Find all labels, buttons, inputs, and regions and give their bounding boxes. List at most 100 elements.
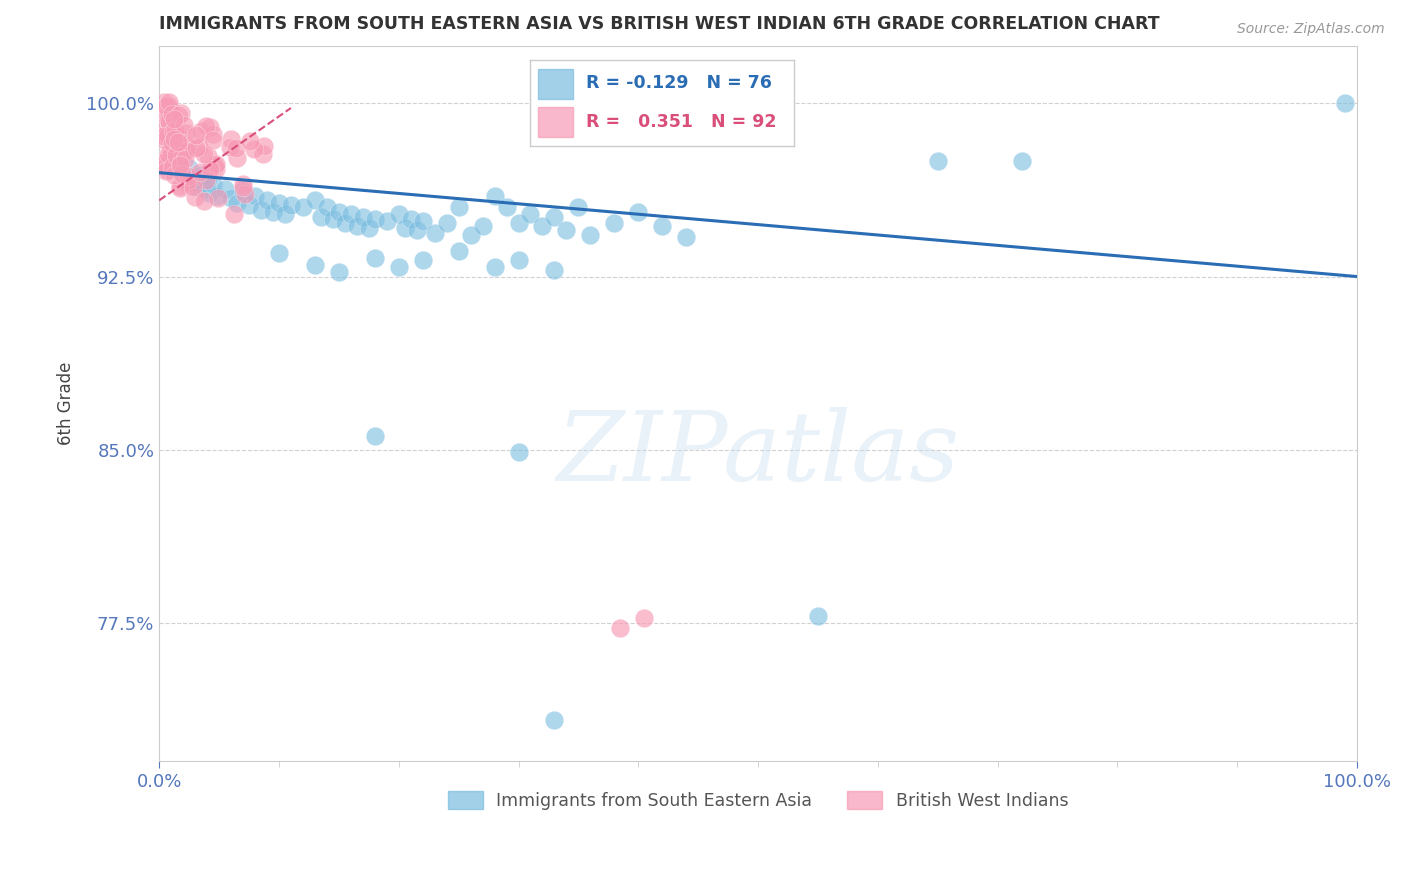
Point [169,179,191,194]
Point [159,103,181,117]
Point [195,173,218,187]
Point [186,128,208,142]
Text: Source: ZipAtlas.com: Source: ZipAtlas.com [1237,22,1385,37]
Point [165,148,187,162]
Point [214,182,236,196]
Point [184,141,207,155]
Point [267,246,290,260]
Point [388,260,411,275]
Point [243,188,266,202]
Point [152,103,174,117]
Point [155,164,177,178]
Point [150,120,173,134]
Point [328,265,350,279]
Point [508,445,530,459]
Point [267,195,290,210]
Point [153,155,176,169]
Point [188,165,211,179]
Point [173,118,195,132]
Point [543,262,565,277]
Point [219,132,242,146]
Point [471,219,494,233]
Point [436,217,458,231]
Point [603,217,626,231]
Point [333,217,356,231]
Point [207,191,229,205]
Point [675,230,697,244]
Point [186,179,208,194]
Point [364,429,387,443]
Point [202,178,225,192]
Point [225,141,247,155]
Point [1334,96,1357,111]
Point [153,133,176,147]
Point [195,172,218,186]
Point [364,211,387,226]
Point [181,179,204,194]
Point [160,107,183,121]
Point [165,123,187,137]
Point [169,158,191,172]
Point [170,148,193,162]
Point [219,140,242,154]
Point [543,713,565,727]
Point [807,609,830,624]
Point [250,202,273,217]
Point [222,207,245,221]
Point [157,114,180,128]
Point [423,226,446,240]
Point [190,124,212,138]
Point [181,175,204,189]
Point [160,161,183,175]
Point [1011,154,1033,169]
Point [531,219,554,233]
Point [232,184,254,198]
Point [226,195,249,210]
Point [194,182,217,196]
Point [364,251,387,265]
Text: ZIPatlas: ZIPatlas [557,407,960,500]
Point [322,211,344,226]
Point [460,227,482,242]
Point [174,140,197,154]
Point [159,144,181,158]
Point [183,190,205,204]
Point [232,177,254,191]
Point [169,132,191,146]
Point [495,200,517,214]
Point [412,214,434,228]
Point [394,221,416,235]
Point [157,122,180,136]
Point [156,128,179,142]
Point [252,146,274,161]
Point [357,221,380,235]
Point [177,161,200,175]
Point [346,219,368,233]
Point [195,119,218,133]
Point [219,191,242,205]
Point [167,135,190,149]
Point [239,135,262,149]
Point [159,109,181,123]
Point [157,147,180,161]
Point [162,124,184,138]
Point [163,169,186,183]
Point [163,112,186,126]
Point [927,154,949,169]
Point [176,176,198,190]
Point [160,136,183,150]
Point [388,207,411,221]
Point [169,105,191,120]
Point [176,174,198,188]
Point [157,115,180,129]
Point [555,223,578,237]
Point [155,99,177,113]
Point [232,180,254,194]
Point [256,194,278,208]
Point [205,162,228,177]
Point [315,200,337,214]
Point [253,139,276,153]
Point [174,145,197,159]
Point [328,205,350,219]
Point [156,113,179,128]
